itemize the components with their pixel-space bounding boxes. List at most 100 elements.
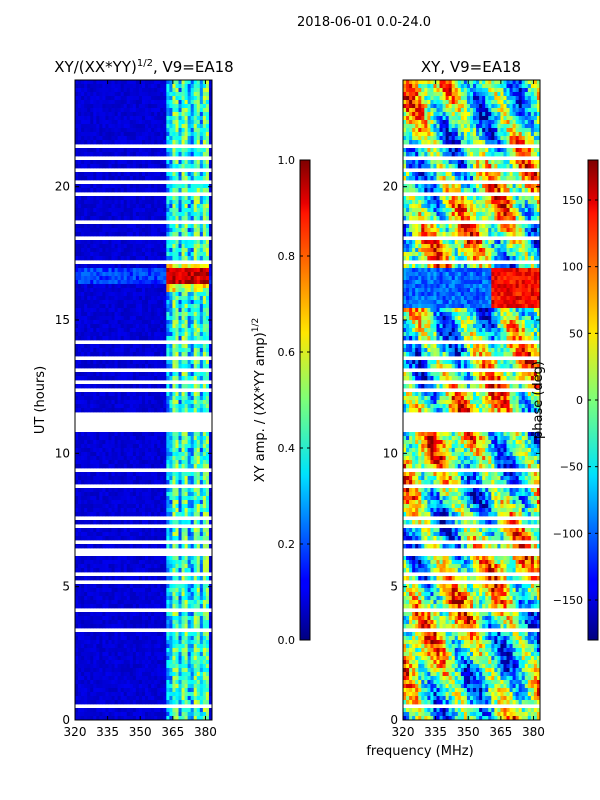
heatmap-cell [202, 224, 207, 229]
heatmap-cell [132, 212, 137, 217]
heatmap-cell [175, 612, 179, 617]
heatmap-cell [81, 532, 85, 537]
heatmap-cell [99, 600, 103, 605]
heatmap-cell [111, 316, 115, 321]
heatmap-cell [145, 116, 149, 121]
heatmap-cell [105, 504, 109, 509]
heatmap-cell [132, 272, 137, 277]
heatmap-cell [199, 208, 204, 213]
heatmap-cell [163, 276, 167, 281]
heatmap-cell [157, 264, 161, 269]
heatmap-cell [123, 112, 128, 117]
heatmap-cell [105, 444, 109, 449]
heatmap-cell [138, 396, 143, 401]
heatmap-cell [132, 132, 137, 137]
heatmap-cell [187, 200, 192, 205]
heatmap-cell [157, 160, 161, 165]
heatmap-cell [190, 112, 195, 117]
heatmap-cell [102, 252, 106, 257]
heatmap-cell [114, 588, 119, 593]
heatmap-cell [135, 280, 140, 285]
heatmap-cell [93, 200, 97, 205]
heatmap-cell [163, 184, 167, 189]
heatmap-cell [87, 620, 91, 625]
heatmap-cell [96, 100, 100, 105]
heatmap-cell [199, 272, 204, 277]
heatmap-cell [160, 212, 164, 217]
heatmap-cell [187, 604, 192, 609]
heatmap-cell [178, 308, 182, 313]
heatmap-cell [78, 212, 82, 217]
heatmap-cell [96, 200, 100, 205]
heatmap-cell [208, 576, 213, 581]
heatmap-cell [129, 112, 134, 117]
heatmap-cell [154, 208, 158, 213]
heatmap-cell [102, 604, 106, 609]
heatmap-cell [151, 116, 155, 121]
heatmap-cell [138, 636, 143, 641]
heatmap-cell [135, 372, 140, 377]
heatmap-cell [205, 620, 210, 625]
heatmap-cell [163, 588, 167, 593]
heatmap-cell [123, 588, 128, 593]
heatmap-cell [187, 528, 192, 533]
heatmap-cell [96, 336, 100, 341]
heatmap-cell [123, 324, 128, 329]
heatmap-cell [114, 316, 119, 321]
heatmap-cell [175, 532, 179, 537]
heatmap-cell [208, 328, 213, 333]
heatmap-cell [120, 232, 125, 237]
heatmap-cell [154, 196, 158, 201]
heatmap-cell [123, 292, 128, 297]
heatmap-cell [81, 176, 85, 181]
heatmap-cell [208, 312, 213, 317]
heatmap-cell [184, 84, 189, 89]
heatmap-cell [151, 372, 155, 377]
heatmap-cell [154, 316, 158, 321]
heatmap-cell [205, 268, 210, 273]
heatmap-cell [138, 348, 143, 353]
heatmap-cell [78, 528, 82, 533]
heatmap-cell [108, 352, 112, 357]
heatmap-cell [199, 472, 204, 477]
heatmap-cell [205, 196, 210, 201]
heatmap-cell [108, 564, 112, 569]
heatmap-cell [93, 128, 97, 133]
heatmap-cell [96, 604, 100, 609]
heatmap-cell [90, 308, 94, 313]
heatmap-cell [117, 132, 122, 137]
heatmap-cell [99, 440, 103, 445]
heatmap-cell [199, 108, 204, 113]
heatmap-cell [111, 92, 115, 97]
heatmap-cell [205, 96, 210, 101]
heatmap-cell [202, 308, 207, 313]
heatmap-cell [84, 152, 88, 157]
heatmap-cell [145, 140, 149, 145]
heatmap-cell [208, 256, 213, 261]
heatmap-cell [181, 536, 185, 541]
heatmap-cell [145, 160, 149, 165]
heatmap-cell [172, 508, 176, 513]
heatmap-cell [105, 596, 109, 601]
heatmap-cell [187, 352, 192, 357]
heatmap-cell [202, 400, 207, 405]
heatmap-cell [157, 576, 161, 581]
heatmap-cell [105, 392, 109, 397]
heatmap-cell [157, 520, 161, 525]
heatmap-cell [120, 240, 125, 245]
heatmap-cell [205, 164, 210, 169]
heatmap-cell [93, 112, 97, 117]
heatmap-cell [166, 200, 170, 205]
heatmap-cell [114, 496, 119, 501]
heatmap-cell [84, 320, 88, 325]
heatmap-cell [141, 252, 146, 257]
heatmap-cell [87, 96, 91, 101]
heatmap-cell [117, 504, 122, 509]
heatmap-cell [117, 280, 122, 285]
heatmap-cell [148, 336, 152, 341]
heatmap-cell [187, 176, 192, 181]
heatmap-cell [190, 200, 195, 205]
heatmap-cell [108, 124, 112, 129]
heatmap-cell [132, 472, 137, 477]
heatmap-cell [129, 164, 134, 169]
